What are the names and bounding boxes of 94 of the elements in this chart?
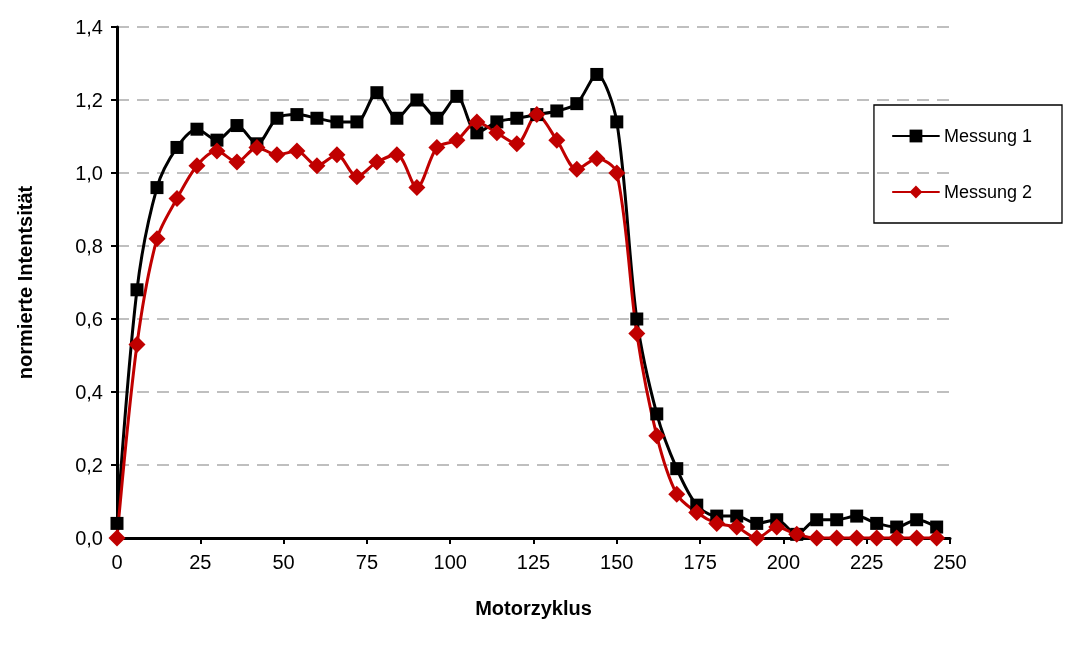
point: [670, 462, 684, 476]
point: [590, 67, 604, 81]
x-tick-label: 125: [516, 551, 551, 573]
point: [668, 485, 686, 503]
y-tick-label: 0,6: [75, 308, 103, 330]
point: [410, 93, 424, 107]
point: [748, 529, 766, 547]
y-tick-label: 1,2: [75, 89, 103, 111]
point: [148, 230, 166, 248]
point: [328, 146, 346, 164]
x-tick-label: 25: [189, 551, 212, 573]
point: [428, 138, 446, 156]
point: [468, 113, 486, 131]
point: [850, 509, 864, 523]
y-axis-title: normierte Intentsität: [14, 185, 36, 380]
point: [548, 131, 566, 149]
point: [908, 529, 926, 547]
point: [688, 503, 706, 521]
point: [450, 89, 464, 103]
x-tick-label: 200: [766, 551, 801, 573]
point: [648, 427, 666, 445]
point: [330, 115, 344, 129]
point: [288, 142, 306, 160]
point: [228, 153, 246, 171]
point: [208, 142, 226, 160]
y-tick-label: 1,4: [75, 16, 103, 38]
point: [510, 111, 524, 125]
point: [128, 336, 146, 354]
point: [610, 115, 624, 129]
point: [928, 529, 946, 547]
point: [728, 518, 746, 536]
x-tick-label: 100: [433, 551, 467, 573]
y-tick-label: 0,8: [75, 235, 103, 257]
point: [388, 146, 406, 164]
point: [108, 529, 126, 547]
point: [888, 529, 906, 547]
point: [448, 131, 466, 149]
point: [570, 97, 584, 111]
point: [190, 122, 204, 136]
point: [188, 157, 206, 175]
x-tick-label: 50: [272, 551, 295, 573]
point: [310, 111, 324, 125]
point: [170, 140, 184, 154]
x-tick-label: 150: [600, 551, 634, 573]
y-tick-label: 1,0: [75, 162, 103, 184]
x-tick-label: 175: [683, 551, 717, 573]
point: [870, 516, 884, 530]
point: [830, 513, 844, 527]
point: [110, 516, 124, 530]
legend-label: Messung 2: [943, 182, 1033, 202]
point: [810, 513, 824, 527]
point: [550, 104, 564, 118]
point: [628, 325, 646, 343]
point: [270, 111, 284, 125]
point: [568, 160, 586, 178]
point: [808, 529, 826, 547]
point: [368, 153, 386, 171]
point: [608, 164, 626, 182]
point: [768, 518, 786, 536]
point: [150, 181, 164, 195]
point: [910, 513, 924, 527]
x-tick-label: 225: [850, 551, 884, 573]
x-tick-label: 250: [933, 551, 967, 573]
point: [750, 516, 764, 530]
point: [268, 146, 286, 164]
point: [130, 283, 144, 297]
point: [408, 179, 426, 197]
legend-label: Messung 1: [943, 126, 1033, 146]
point: [430, 111, 444, 125]
point: [488, 124, 506, 142]
point: [290, 108, 304, 122]
y-tick-label: 0,4: [75, 381, 103, 403]
x-tick-label: 75: [355, 551, 379, 573]
point: [828, 529, 846, 547]
point: [490, 115, 504, 129]
y-tick-label: 0,2: [75, 454, 103, 476]
point: [508, 135, 526, 153]
x-axis-title: Motorzyklus: [475, 597, 592, 619]
point: [588, 149, 606, 167]
point: [630, 312, 644, 326]
y-tick-label: 0,0: [75, 527, 103, 549]
point: [248, 138, 266, 156]
point: [230, 119, 244, 133]
point: [848, 529, 866, 547]
point: [308, 157, 326, 175]
point: [868, 529, 886, 547]
x-tick-label: 0: [111, 551, 123, 573]
point: [370, 86, 384, 100]
point: [348, 168, 366, 186]
point: [168, 190, 186, 208]
point: [708, 514, 726, 532]
point: [650, 407, 664, 421]
point: [350, 115, 364, 129]
point: [390, 111, 404, 125]
